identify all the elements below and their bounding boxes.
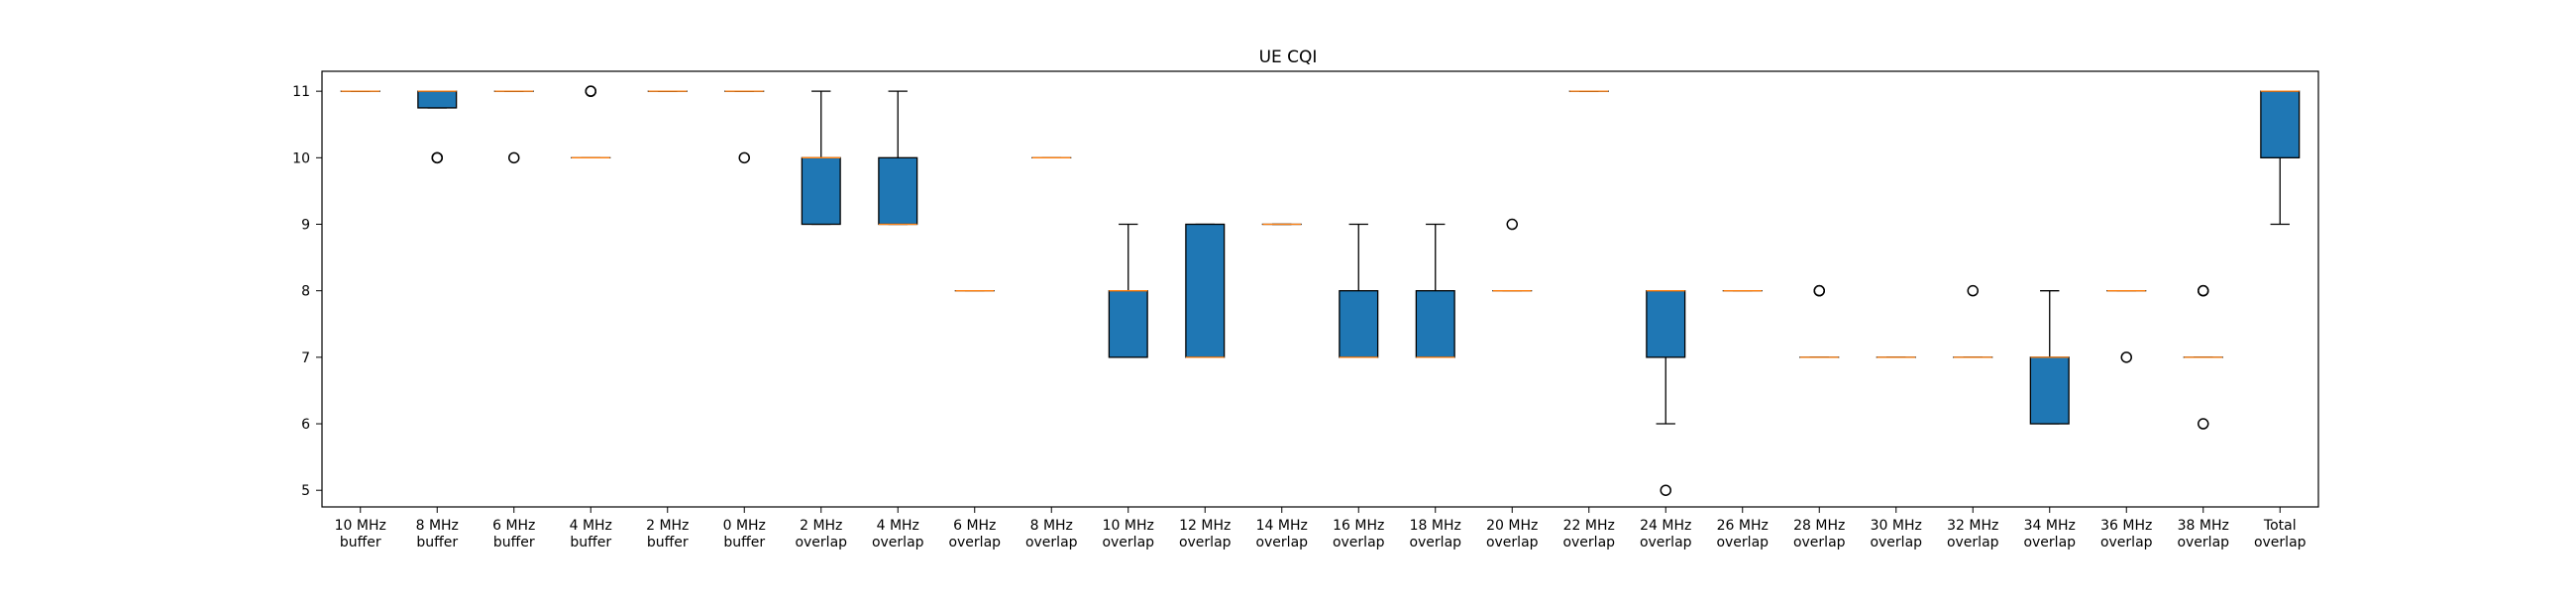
x-tick-label: 38 MHz (2178, 518, 2229, 534)
x-tick-label: 10 MHz (1103, 518, 1154, 534)
x-tick-label: overlap (1947, 535, 1999, 550)
box-body (1109, 291, 1147, 357)
x-tick-label: Total (2263, 518, 2297, 534)
x-tick-label: 8 MHz (1030, 518, 1073, 534)
y-tick-label: 11 (292, 84, 310, 100)
x-tick-label: overlap (2254, 535, 2307, 550)
x-tick-label: 28 MHz (1793, 518, 1845, 534)
x-tick-label: overlap (1870, 535, 1922, 550)
x-tick-label: overlap (1640, 535, 1692, 550)
box-body (1416, 291, 1454, 357)
x-tick-label: 30 MHz (1871, 518, 1922, 534)
x-tick-label: overlap (948, 535, 1001, 550)
x-tick-label: 34 MHz (2024, 518, 2076, 534)
x-tick-label: 24 MHz (1640, 518, 1691, 534)
y-tick-label: 6 (301, 417, 310, 433)
x-tick-label: overlap (1562, 535, 1615, 550)
x-tick-label: overlap (872, 535, 924, 550)
x-tick-label: overlap (1025, 535, 1078, 550)
x-tick-label: overlap (2023, 535, 2076, 550)
box-group (1186, 225, 1225, 357)
box-body (879, 157, 917, 224)
x-tick-label: 0 MHz (723, 518, 766, 534)
x-tick-label: buffer (416, 535, 458, 550)
x-tick-label: 36 MHz (2100, 518, 2152, 534)
x-tick-label: overlap (1716, 535, 1769, 550)
x-tick-label: 16 MHz (1333, 518, 1384, 534)
box-body (1186, 225, 1225, 357)
x-tick-label: 8 MHz (416, 518, 459, 534)
x-tick-label: 4 MHz (570, 518, 612, 534)
x-tick-label: overlap (1102, 535, 1154, 550)
x-tick-label: 10 MHz (335, 518, 386, 534)
x-tick-label: buffer (493, 535, 535, 550)
x-tick-label: overlap (2100, 535, 2153, 550)
box-body (2261, 91, 2300, 157)
x-tick-label: overlap (1333, 535, 1385, 550)
x-tick-label: buffer (570, 535, 611, 550)
y-tick-label: 10 (292, 150, 310, 166)
x-tick-label: 20 MHz (1486, 518, 1538, 534)
y-tick-label: 7 (301, 350, 310, 366)
box-body (418, 91, 457, 108)
x-tick-label: buffer (647, 535, 689, 550)
x-tick-label: 6 MHz (492, 518, 535, 534)
x-tick-label: overlap (1179, 535, 1232, 550)
x-tick-label: 18 MHz (1410, 518, 1461, 534)
x-tick-label: buffer (340, 535, 381, 550)
x-tick-label: 12 MHz (1179, 518, 1231, 534)
box-body (802, 157, 840, 224)
y-tick-label: 5 (301, 483, 310, 499)
x-tick-label: overlap (2177, 535, 2229, 550)
x-tick-label: overlap (1255, 535, 1308, 550)
x-tick-label: 2 MHz (800, 518, 842, 534)
chart-title: UE CQI (1259, 48, 1318, 67)
box-body (1647, 291, 1685, 357)
x-tick-label: 22 MHz (1563, 518, 1615, 534)
x-tick-label: 14 MHz (1256, 518, 1308, 534)
x-tick-label: 6 MHz (953, 518, 996, 534)
x-tick-label: 26 MHz (1717, 518, 1769, 534)
x-tick-label: buffer (723, 535, 765, 550)
x-tick-label: overlap (1793, 535, 1846, 550)
x-tick-label: overlap (795, 535, 847, 550)
x-tick-label: 4 MHz (877, 518, 919, 534)
x-tick-label: overlap (1409, 535, 1461, 550)
x-tick-label: overlap (1486, 535, 1539, 550)
x-tick-label: 2 MHz (646, 518, 689, 534)
y-tick-label: 8 (301, 284, 310, 300)
box-body (2030, 357, 2069, 424)
y-tick-label: 9 (301, 218, 310, 234)
box-body (1340, 291, 1378, 357)
x-tick-label: 32 MHz (1947, 518, 1998, 534)
